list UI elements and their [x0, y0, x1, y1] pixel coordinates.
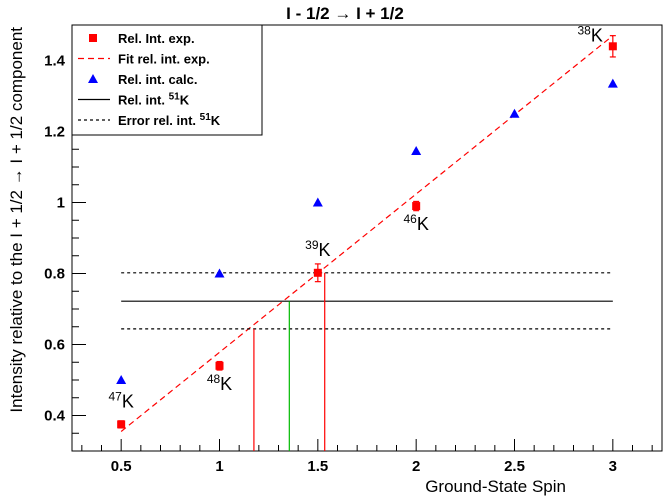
exp-point — [117, 420, 126, 429]
legend-label-text: Fit rel. int. exp. — [118, 52, 210, 67]
x-tick-label: 2.5 — [504, 458, 525, 475]
legend-box — [71, 24, 263, 136]
isotope-label: 38K — [577, 23, 602, 45]
y-tick-label: 0.6 — [44, 337, 65, 354]
calc-point — [509, 108, 520, 118]
isotope-mass-number: 47 — [108, 389, 122, 403]
y-axis-title: Intensity relative to the I + 1/2 → I + … — [7, 27, 26, 413]
y-tick-label: 1.2 — [44, 124, 65, 141]
legend-label: Rel. int. calc. — [118, 72, 197, 87]
legend-label-superscript: 51 — [169, 92, 181, 103]
x-tick-label: 2 — [412, 458, 420, 475]
calc-point — [214, 268, 225, 278]
x-tick-label: 1 — [215, 458, 223, 475]
exp-point — [412, 202, 421, 211]
y-tick-label: 0.8 — [44, 266, 65, 283]
calc-point — [116, 375, 127, 384]
legend-label: Fit rel. int. exp. — [118, 52, 210, 67]
exp-point — [215, 361, 224, 370]
legend-swatch-triangle — [88, 74, 98, 83]
legend-label: Rel. Int. exp. — [118, 31, 195, 46]
legend-label-text: Rel. int. calc. — [118, 72, 197, 87]
legend-label-text: Rel. int. — [118, 93, 169, 108]
legend-label: Rel. int. 51K — [118, 92, 190, 108]
exp-point — [313, 268, 322, 277]
calc-point — [411, 146, 422, 156]
calc-point — [607, 78, 618, 88]
calc-point — [312, 197, 323, 207]
exp-point — [608, 42, 617, 51]
legend-label-text: Rel. Int. exp. — [118, 31, 195, 46]
legend-swatch-square — [89, 34, 97, 42]
isotope-label: 48K — [207, 372, 232, 394]
isotope-mass-number: 38 — [577, 23, 591, 37]
y-tick-label: 0.4 — [44, 408, 66, 425]
chart-marks: 0.5 1 1.5 2 2.5 30.40.60.811.21.447K48K39K46K… — [44, 23, 653, 475]
isotope-symbol: K — [591, 25, 603, 45]
isotope-label: 39K — [305, 238, 330, 260]
isotope-symbol: K — [319, 240, 331, 260]
y-tick-label: 1.4 — [44, 53, 66, 70]
isotope-label: 46K — [403, 212, 428, 234]
isotope-mass-number: 48 — [207, 372, 221, 386]
isotope-mass-number: 46 — [403, 212, 417, 226]
y-tick-label: 1 — [57, 195, 65, 212]
legend: Rel. Int. exp. Fit rel. int. exp. Rel. int… — [71, 24, 263, 136]
isotope-mass-number: 39 — [305, 238, 319, 252]
x-tick-label: 1.5 — [307, 458, 328, 475]
legend-label-suffix: K — [180, 93, 190, 108]
series-line-1 — [120, 35, 614, 432]
x-axis-title: Ground-State Spin — [425, 477, 566, 496]
isotope-symbol: K — [122, 391, 134, 411]
x-tick-label: 0.5 — [111, 458, 132, 475]
legend-label-text: Error rel. int. — [118, 113, 200, 128]
legend-label: Error rel. int. 51K — [118, 112, 221, 128]
x-tick-label: 3 — [609, 458, 617, 475]
legend-label-suffix: K — [211, 113, 221, 128]
isotope-symbol: K — [220, 374, 232, 394]
plot-title: I - 1/2 → I + 1/2 — [286, 4, 404, 23]
isotope-label: 47K — [108, 389, 133, 411]
isotope-symbol: K — [417, 214, 429, 234]
legend-label-superscript: 51 — [200, 112, 212, 123]
